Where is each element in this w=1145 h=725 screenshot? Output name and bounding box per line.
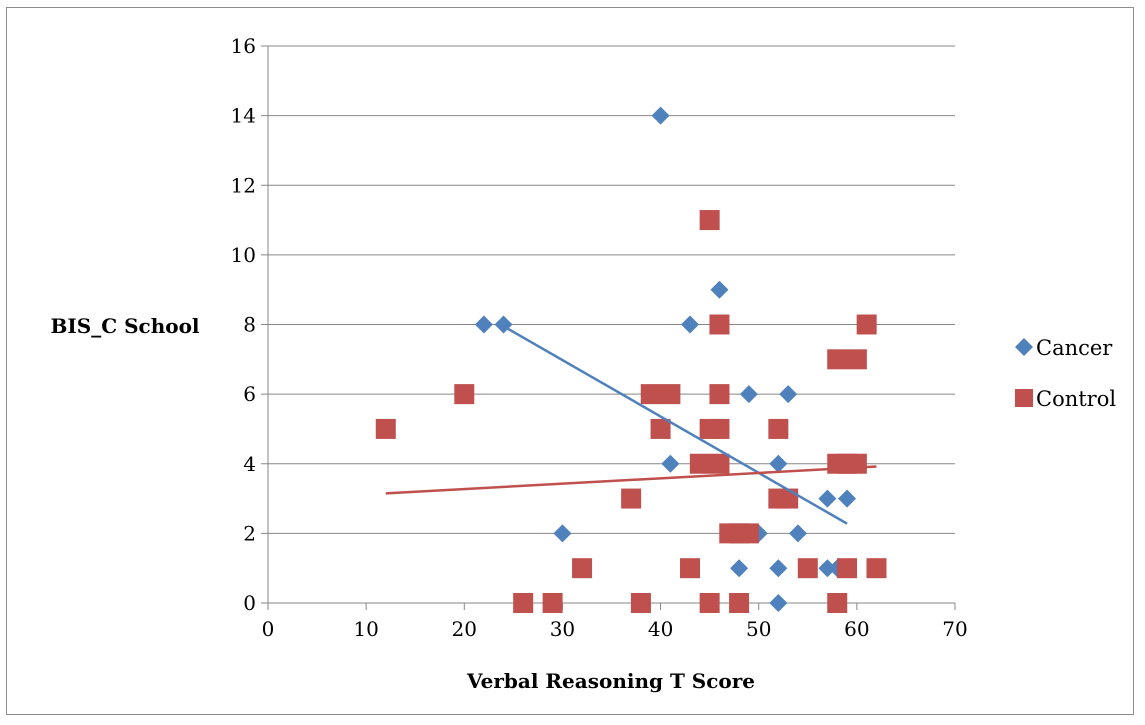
y-tick-label: 4 [243,452,256,476]
point-control [768,418,789,439]
chart-frame [6,7,1134,715]
point-control [738,523,759,544]
point-control [375,418,396,439]
point-control [827,593,848,613]
point-control [729,593,750,613]
point-control [680,558,701,579]
y-tick-label: 0 [243,591,256,615]
point-control [846,453,867,474]
point-cancer [838,489,857,508]
x-tick-label: 0 [262,617,275,641]
x-tick-label: 60 [844,617,869,641]
series-cancer [474,106,857,612]
y-tick-label: 10 [231,243,256,267]
point-control [630,593,651,613]
point-control [689,453,710,474]
legend-marker-control [1015,389,1033,407]
point-control [699,210,720,231]
y-tick-label: 2 [243,521,256,545]
y-tick-label: 16 [231,34,256,58]
point-cancer [730,559,749,578]
point-cancer [769,559,788,578]
x-tick-label: 20 [452,617,477,641]
legend: Cancer Control [1015,336,1116,411]
x-tick-label: 50 [746,617,771,641]
point-cancer [739,385,758,404]
point-control [709,314,730,335]
trendline-control [385,465,877,495]
point-control [846,349,867,370]
point-control [827,349,848,370]
point-control [709,453,730,474]
point-control [513,593,534,613]
point-control [660,384,681,405]
y-tick-label: 6 [243,382,256,406]
point-cancer [788,524,807,543]
point-control [778,488,799,509]
legend-marker-cancer [1015,338,1033,356]
point-cancer [661,454,680,473]
x-tick-label: 10 [353,617,378,641]
point-cancer [553,524,572,543]
y-tick-label: 14 [231,104,256,128]
point-control [640,384,661,405]
point-control [866,558,887,579]
point-cancer [769,594,788,612]
x-tick-label: 30 [550,617,575,641]
legend-label-control: Control [1036,387,1116,411]
point-control [572,558,593,579]
x-tick-label: 70 [942,617,967,641]
point-cancer [779,385,798,404]
point-control [856,314,877,335]
x-axis-title: Verbal Reasoning T Score [466,669,755,693]
trendline-cancer [502,325,848,525]
point-cancer [474,315,493,334]
y-tick-label: 12 [231,173,256,197]
point-control [709,418,730,439]
point-cancer [818,559,837,578]
series-control [375,210,887,613]
x-tick-labels: 0 10 20 30 40 50 60 70 [262,617,968,641]
point-control [454,384,475,405]
point-cancer [818,489,837,508]
point-control [797,558,818,579]
point-control [709,384,730,405]
point-cancer [651,106,670,125]
legend-label-cancer: Cancer [1036,336,1113,360]
data-points [375,106,887,613]
y-tick-label: 8 [243,313,256,337]
point-control [837,558,858,579]
point-control [699,593,720,613]
point-control [621,488,642,509]
point-cancer [681,315,700,334]
y-tick-labels: 0 2 4 6 8 10 12 14 16 [231,34,256,615]
y-axis-title: BIS_C School [50,314,199,338]
axes [261,45,956,610]
point-cancer [769,454,788,473]
point-control [650,418,671,439]
trendlines [385,325,877,525]
point-control [542,593,563,613]
x-tick-label: 40 [648,617,673,641]
point-cancer [710,280,729,299]
